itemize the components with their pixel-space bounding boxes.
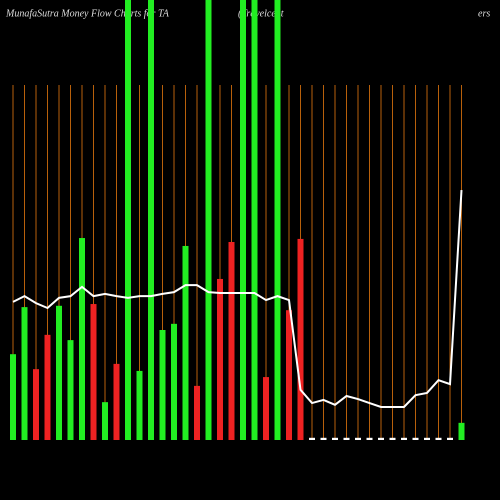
bar xyxy=(424,437,430,440)
bar xyxy=(343,437,350,440)
bar xyxy=(205,0,212,440)
bar xyxy=(412,437,419,440)
bar xyxy=(182,245,189,440)
bar xyxy=(286,310,292,440)
chart-title: MunafaSutra Money Flow Charts for TA xyxy=(5,8,170,19)
bar xyxy=(401,437,407,440)
bar xyxy=(217,278,223,440)
bar xyxy=(194,385,200,440)
bar xyxy=(263,377,269,440)
bar xyxy=(251,0,258,440)
bar xyxy=(44,334,51,440)
bar xyxy=(102,402,108,440)
bar xyxy=(240,0,246,440)
bar xyxy=(159,330,166,440)
bar xyxy=(56,305,62,440)
bar xyxy=(389,437,396,440)
bar xyxy=(33,369,39,440)
bar xyxy=(125,0,131,440)
bar xyxy=(274,0,281,440)
bar xyxy=(148,0,154,440)
bar xyxy=(320,437,327,440)
bar xyxy=(10,354,16,440)
bar xyxy=(21,307,28,440)
bar xyxy=(79,238,85,440)
bar xyxy=(309,437,315,440)
chart-subtitle-end: ers xyxy=(478,8,490,19)
chart-subtitle: (Travelcent xyxy=(238,8,284,19)
bar xyxy=(355,437,361,440)
bar xyxy=(435,437,442,440)
price-line xyxy=(12,190,463,408)
bar xyxy=(297,238,304,440)
bar xyxy=(447,437,453,440)
bar xyxy=(332,437,338,440)
bar xyxy=(366,437,373,440)
bar xyxy=(67,340,74,440)
bar xyxy=(90,304,97,440)
bar xyxy=(378,437,384,440)
bar xyxy=(136,370,143,440)
bar xyxy=(171,323,177,440)
bar xyxy=(228,242,235,440)
bar xyxy=(458,422,465,440)
bar xyxy=(113,363,120,440)
